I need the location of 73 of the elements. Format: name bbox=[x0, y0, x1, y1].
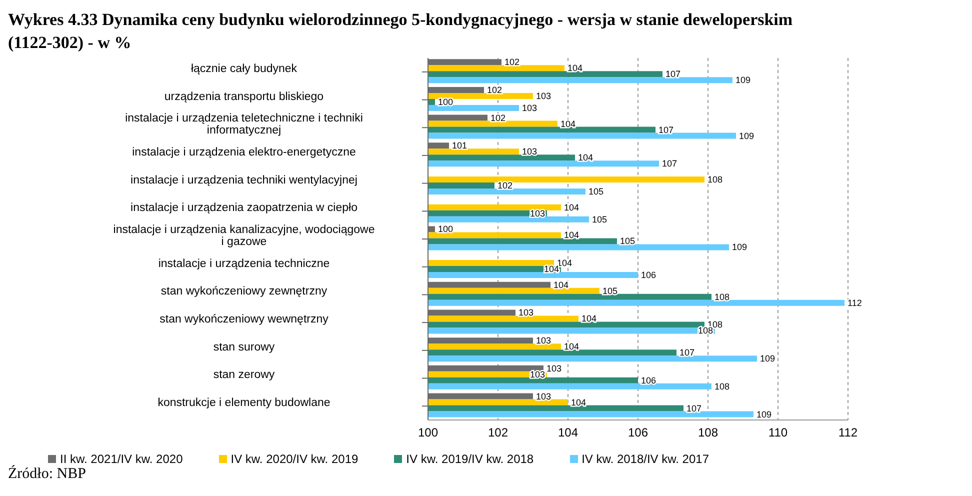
x-tick-label: 110 bbox=[768, 426, 788, 440]
data-label: 107 bbox=[680, 348, 695, 358]
y-tick-label: łącznie cały budynek bbox=[190, 62, 298, 75]
data-label: 104 bbox=[582, 314, 597, 324]
data-label: 104 bbox=[568, 63, 583, 74]
x-tick-label: 108 bbox=[698, 426, 718, 440]
y-tick-label: instalacje i urządzenia zaopatrzenia w ciepło bbox=[130, 202, 358, 214]
y-tick-label: urządzenia transportu bliskiego bbox=[164, 90, 324, 103]
legend-label: IV kw. 2020/IV kw. 2019 bbox=[230, 452, 358, 466]
legend-label: IV kw. 2019/IV kw. 2018 bbox=[406, 452, 534, 466]
legend-label: II kw. 2021/IV kw. 2020 bbox=[60, 452, 183, 466]
x-tick-label: 102 bbox=[488, 426, 508, 440]
data-label: 105 bbox=[588, 186, 604, 196]
data-label: 103 bbox=[518, 308, 534, 318]
data-label: 102 bbox=[490, 112, 506, 123]
data-label: 105 bbox=[602, 286, 618, 296]
x-tick-label: 104 bbox=[558, 426, 578, 440]
x-tick-label: 112 bbox=[838, 426, 858, 440]
data-label: 102 bbox=[504, 57, 520, 68]
data-label: 109 bbox=[732, 242, 748, 252]
data-label: 107 bbox=[666, 69, 681, 80]
data-label: 108 bbox=[698, 326, 713, 336]
data-label: 109 bbox=[760, 354, 776, 364]
data-label: 109 bbox=[739, 130, 754, 141]
data-label: 107 bbox=[686, 403, 702, 414]
data-label: 102 bbox=[487, 84, 502, 95]
data-label: 104 bbox=[564, 230, 580, 240]
data-label: 104 bbox=[578, 152, 594, 163]
data-label: 103 bbox=[536, 336, 552, 346]
data-label: 107 bbox=[658, 124, 674, 135]
y-tick-label: instalacje i urządzenia kanalizacyjne, wodociągowe i gazowe bbox=[113, 224, 375, 248]
data-label: 104 bbox=[554, 280, 569, 290]
data-label: 104 bbox=[571, 397, 586, 408]
data-label: 104 bbox=[544, 264, 559, 274]
legend-label: IV kw. 2018/IV kw. 2017 bbox=[582, 452, 710, 466]
y-tick-label: instalacje i urządzenia elektro-energetyczne bbox=[132, 146, 356, 158]
data-label: 106 bbox=[641, 270, 656, 280]
data-label: 104 bbox=[564, 202, 580, 212]
data-label: 103 bbox=[522, 102, 538, 113]
y-tick-label: stan wykończeniowy zewnętrzny bbox=[160, 286, 328, 298]
data-label: 109 bbox=[756, 409, 772, 420]
data-label: 104 bbox=[560, 118, 576, 129]
data-label: 103 bbox=[522, 146, 538, 157]
data-label: 107 bbox=[662, 158, 678, 169]
y-tick-label: instalacje i urządzenia techniczne bbox=[158, 258, 330, 270]
y-tick-label: instalacje i urządzenia techniki wentylacyjnej bbox=[130, 174, 358, 186]
data-label: 108 bbox=[708, 174, 723, 184]
data-label: 100 bbox=[438, 96, 454, 107]
data-label: 100 bbox=[438, 224, 454, 234]
data-label: 108 bbox=[714, 292, 730, 302]
data-label: 101 bbox=[452, 140, 468, 151]
data-label: 103 bbox=[530, 208, 545, 218]
data-label: 103 bbox=[536, 90, 552, 101]
y-tick-label: instalacje i urządzenia teletechniczne i techniki informatycznej bbox=[125, 112, 363, 137]
data-label: 105 bbox=[592, 214, 608, 224]
data-label: 108 bbox=[714, 381, 730, 392]
data-label: 103 bbox=[530, 369, 545, 380]
data-label: 109 bbox=[736, 75, 751, 86]
data-label: 105 bbox=[620, 236, 636, 246]
text: Źródło: NBP bbox=[8, 466, 87, 483]
data-label: 102 bbox=[498, 180, 513, 190]
x-tick-label: 100 bbox=[418, 426, 438, 440]
x-tick-label: 106 bbox=[628, 426, 648, 440]
data-label: 112 bbox=[848, 298, 862, 308]
data-label: 103 bbox=[536, 391, 552, 402]
data-label: 103 bbox=[546, 363, 562, 374]
data-label: 104 bbox=[564, 342, 580, 352]
data-label: 106 bbox=[641, 375, 656, 386]
y-tick-label: stan zerowy bbox=[213, 369, 275, 382]
y-tick-label: stan wykończeniowy wewnętrzny bbox=[160, 314, 329, 326]
y-tick-label: stan surowy bbox=[213, 341, 275, 354]
chart-title: Wykres 4.33 Dynamika ceny budynku wielorodzinnego 5-kondygnacyjnego - wersja w stanie deweloperskim (1122-302) - w % bbox=[8, 9, 794, 54]
y-tick-label: konstrukcje i elementy budowlane bbox=[158, 397, 330, 410]
